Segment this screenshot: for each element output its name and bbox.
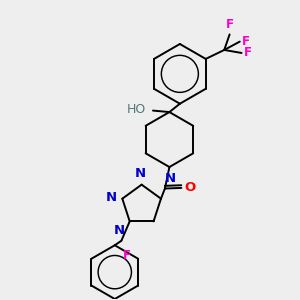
Text: N: N [135,167,146,181]
Text: N: N [164,172,175,185]
Text: HO: HO [126,103,146,116]
Text: N: N [106,191,117,204]
Text: F: F [242,35,250,48]
Text: F: F [244,46,252,59]
Text: F: F [123,249,130,262]
Text: F: F [226,19,234,32]
Text: O: O [184,182,196,194]
Text: N: N [114,224,125,237]
